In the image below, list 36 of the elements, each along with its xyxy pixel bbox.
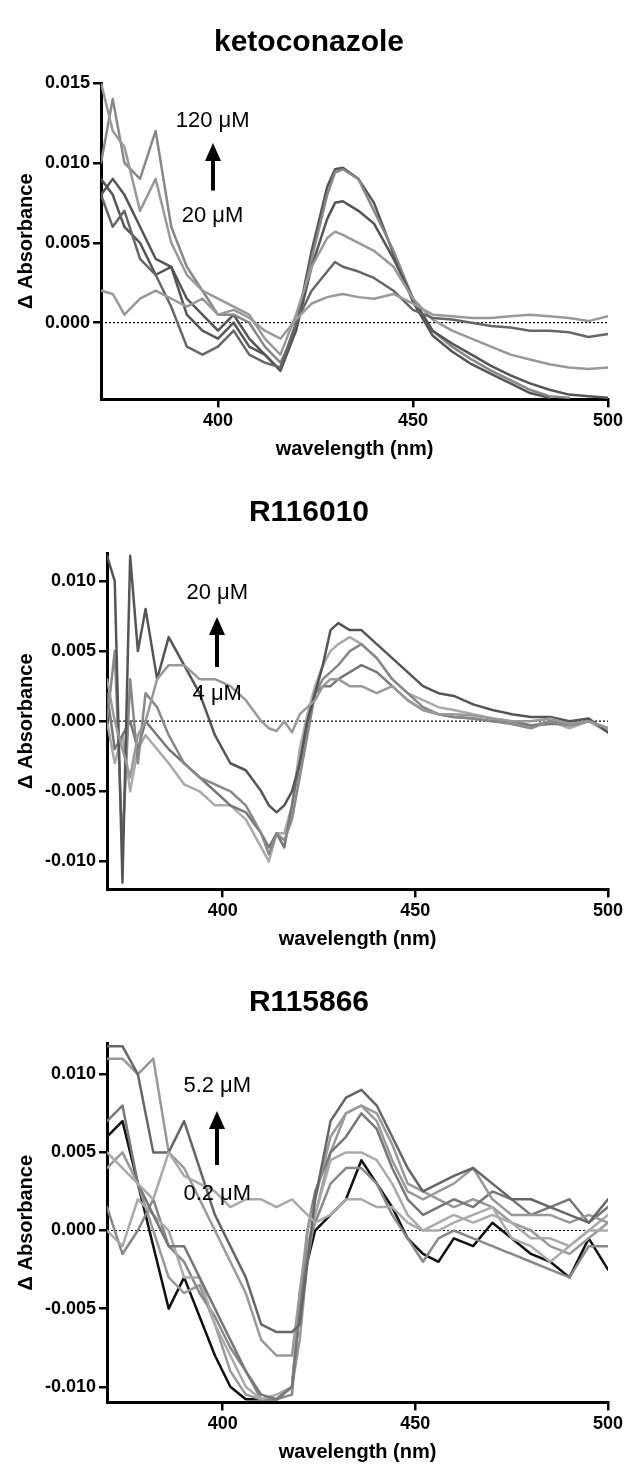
y-tick-label: -0.005 xyxy=(44,1297,97,1318)
x-tick-label: 500 xyxy=(592,1413,624,1434)
y-tick-label: 0.010 xyxy=(45,151,91,172)
y-tick-label: 0.005 xyxy=(45,231,91,252)
x-tick-label: 500 xyxy=(592,900,624,921)
y-tick-label: 0.015 xyxy=(45,71,91,92)
annotation: 5.2 μM xyxy=(183,1072,252,1098)
annotation: 20 μM xyxy=(186,579,249,605)
x-tick-label: 450 xyxy=(400,900,431,921)
y-tick-label: -0.010 xyxy=(44,1375,97,1396)
x-tick-label: 450 xyxy=(400,1413,431,1434)
chart-title: R115866 xyxy=(248,984,370,1018)
y-tick-label: 0.010 xyxy=(50,1063,97,1084)
annotation: 120 μM xyxy=(175,107,250,133)
y-axis-title: Δ Absorbance xyxy=(13,1154,36,1291)
y-axis-title: Δ Absorbance xyxy=(13,653,36,789)
y-tick-label: 0.005 xyxy=(50,1141,97,1162)
x-tick-label: 450 xyxy=(397,410,429,431)
x-axis-title: wavelength (nm) xyxy=(274,436,434,459)
y-tick-label: -0.005 xyxy=(44,780,97,801)
y-tick-label: 0.010 xyxy=(50,570,97,590)
y-tick-label: 0.005 xyxy=(50,640,97,661)
annotation: 20 μM xyxy=(181,201,244,227)
x-axis-title: wavelength (nm) xyxy=(277,926,437,949)
x-tick-label: 500 xyxy=(592,410,624,431)
y-axis-title: Δ Absorbance xyxy=(13,173,36,309)
x-tick-label: 400 xyxy=(207,1413,238,1434)
x-tick-label: 400 xyxy=(203,410,234,431)
chart-title: R116010 xyxy=(248,494,370,528)
y-tick-label: 0.000 xyxy=(45,311,91,332)
y-tick-label: -0.010 xyxy=(44,850,97,871)
y-tick-label: 0.000 xyxy=(50,1219,97,1240)
y-tick-label: 0.000 xyxy=(50,710,97,731)
chart-title: ketoconazole xyxy=(213,24,405,58)
x-tick-label: 400 xyxy=(207,900,238,921)
x-axis-title: wavelength (nm) xyxy=(277,1439,437,1462)
